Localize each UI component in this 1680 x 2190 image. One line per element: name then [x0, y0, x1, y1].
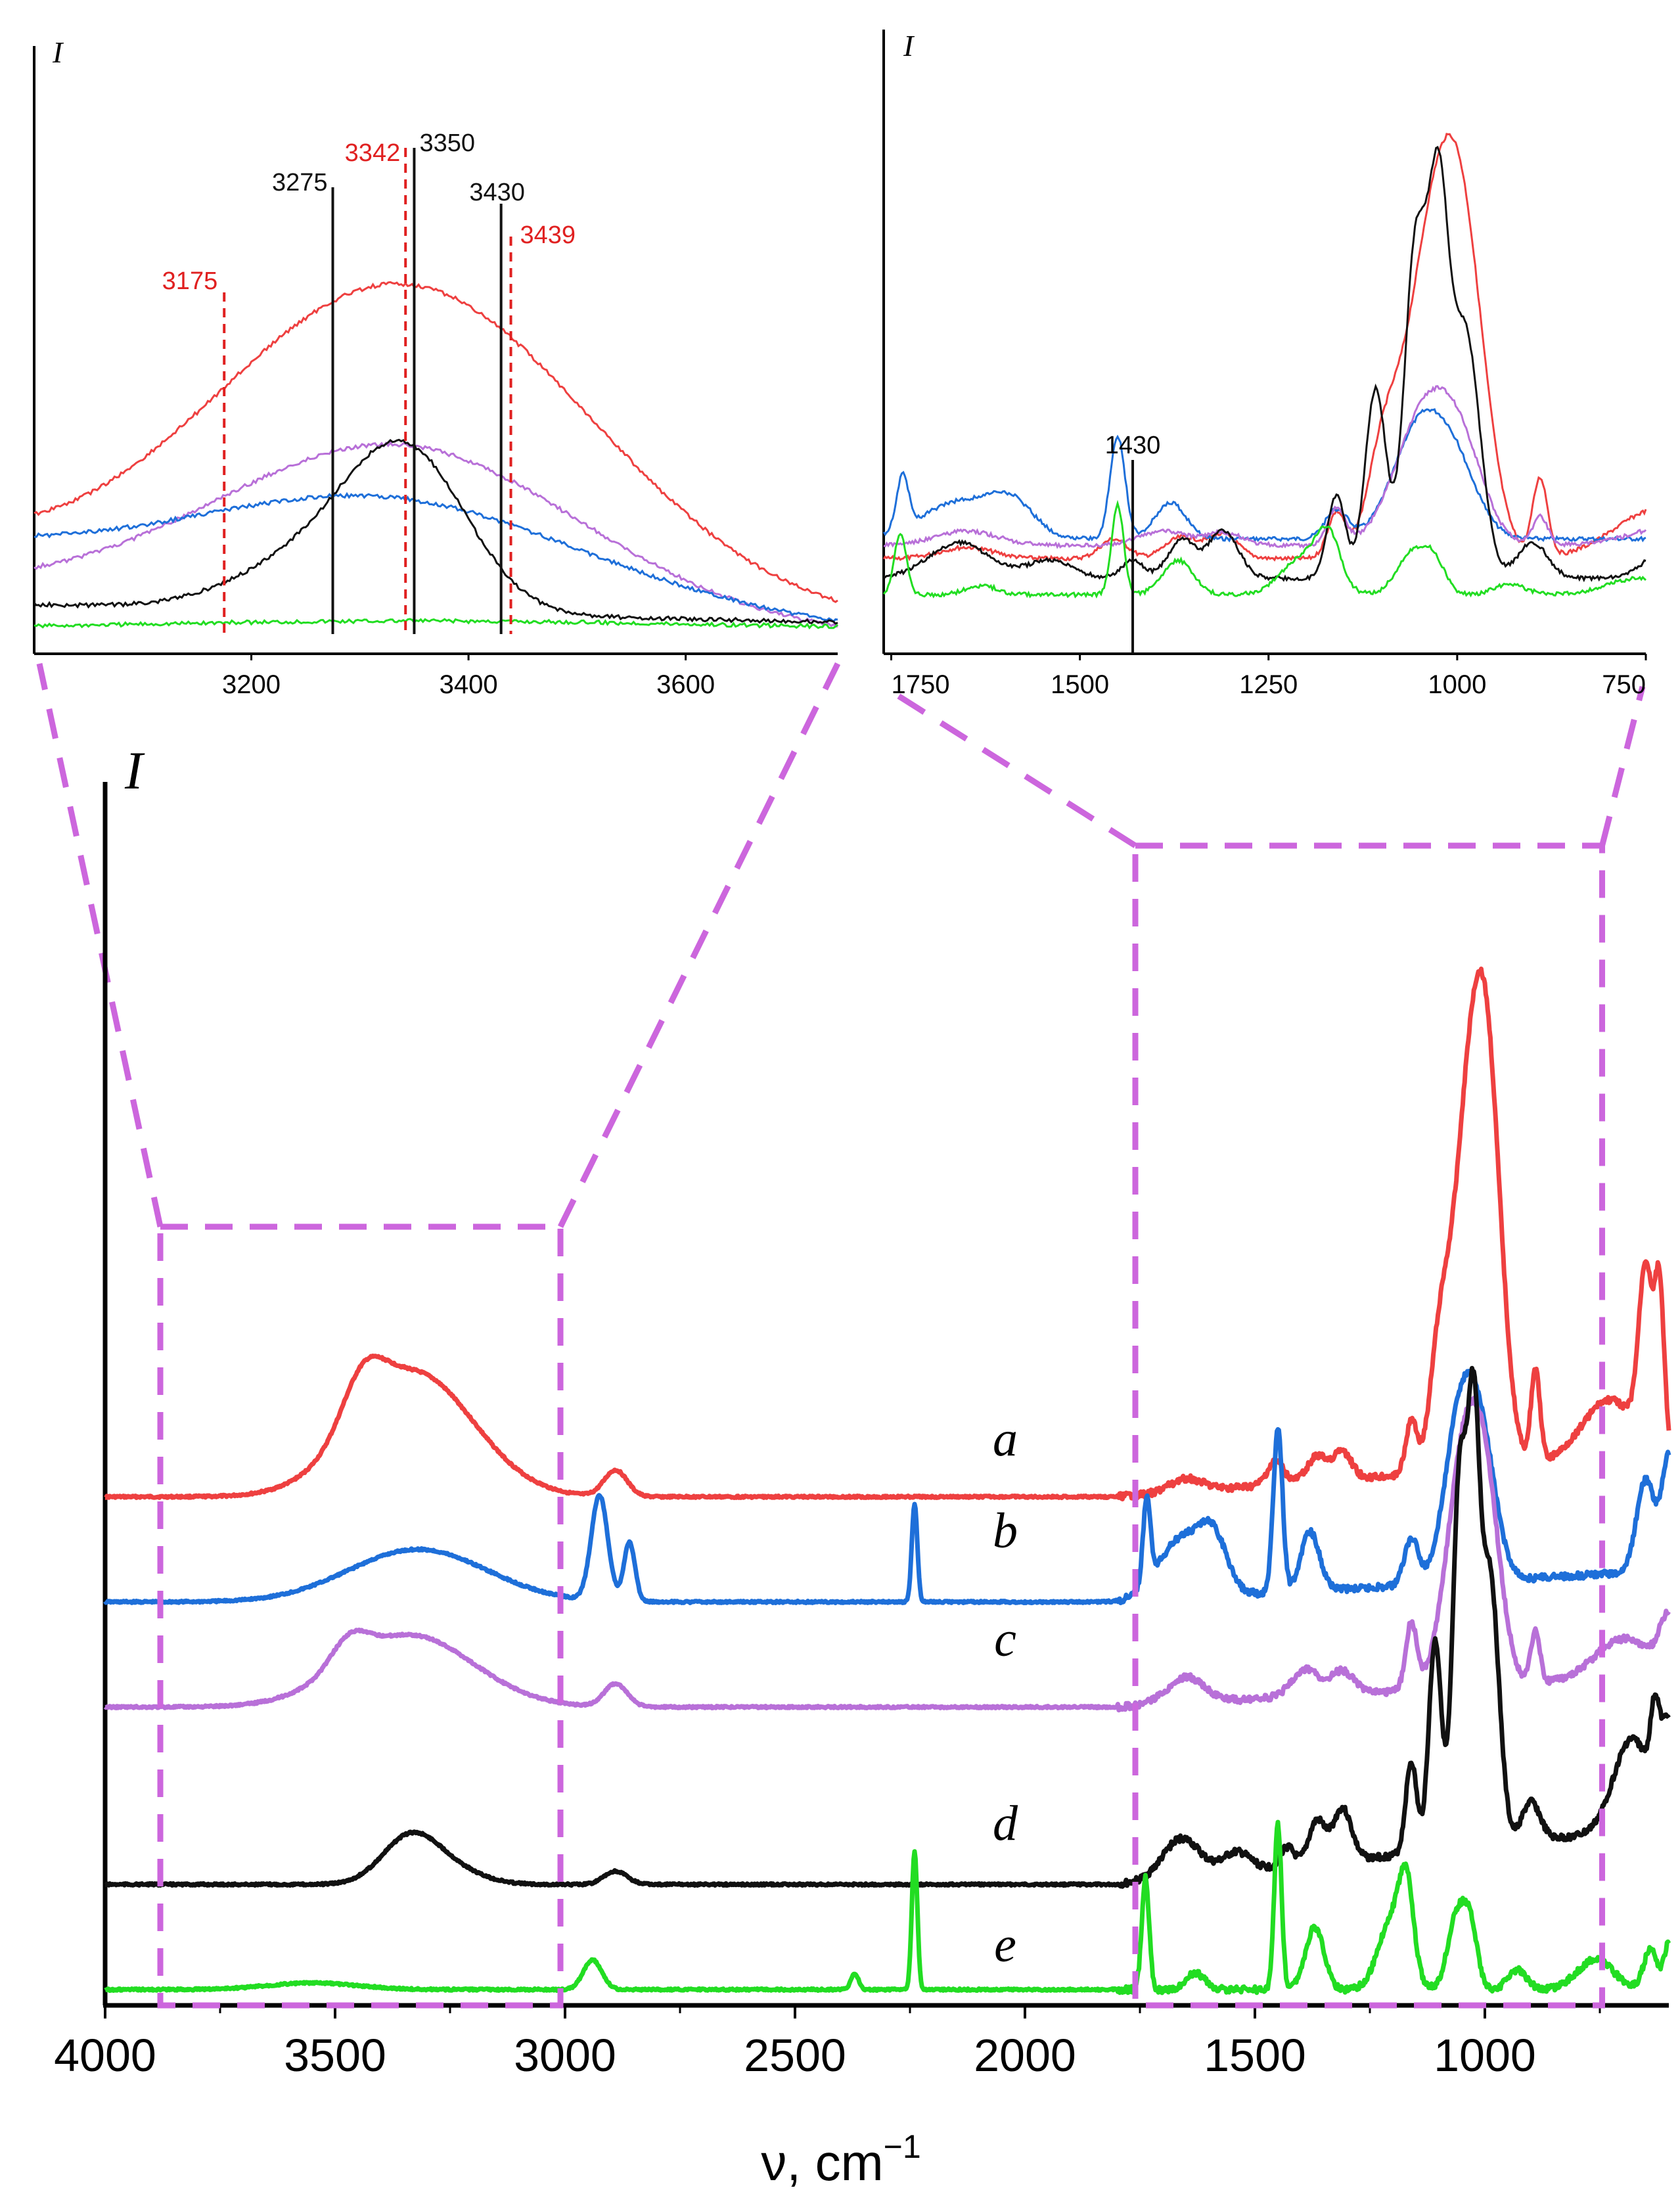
- main-y-axis-label: I: [124, 741, 145, 800]
- inset-fingerprint-x-tick-label: 1500: [1051, 670, 1109, 699]
- peak-marker-label-3350: 3350: [419, 129, 475, 157]
- inset-fingerprint-series-b-line: [882, 408, 1646, 543]
- curve-label-e: e: [994, 1917, 1016, 1973]
- main-zoom-boxes: [157, 842, 1605, 2009]
- main-series-b-line: [103, 1369, 1671, 1605]
- zoom-connector-line: [1599, 685, 1646, 847]
- inset-fingerprint-x-ticks: 1750 1500 1250 1000 750: [890, 654, 1647, 699]
- main-x-tick-label: 1000: [1434, 2030, 1536, 2081]
- inset-fingerprint-x-tick-label: 1750: [891, 670, 949, 699]
- main-series-group: [103, 967, 1671, 1996]
- main-series-d-line: [103, 1365, 1671, 1889]
- curve-label-d: d: [993, 1796, 1018, 1851]
- inset-oh-series-b-line: [34, 491, 838, 623]
- main-x-tick-label: 3500: [284, 2030, 386, 2081]
- inset-fingerprint-series-group: [882, 133, 1647, 599]
- inset-oh-series-d-line: [33, 438, 838, 625]
- main-x-tick-label: 2000: [974, 2030, 1076, 2081]
- inset-oh-series-e-line: [34, 618, 838, 630]
- peak-marker-label-3342: 3342: [345, 139, 401, 167]
- x-axis-label-superscript: −1: [884, 2128, 921, 2165]
- inset-fingerprint-series-a-line: [882, 133, 1647, 562]
- inset-fingerprint-x-tick-label: 1250: [1239, 670, 1298, 699]
- zoom-connector-line: [557, 662, 841, 1228]
- curve-label-c: c: [994, 1612, 1016, 1667]
- curve-label-a: a: [993, 1411, 1018, 1467]
- inset-fingerprint-series-e-line: [882, 499, 1646, 599]
- main-x-tick-label: 3000: [514, 2030, 616, 2081]
- x-axis-label-base: ν, cm: [761, 2133, 883, 2190]
- main-x-tick-label: 2500: [744, 2030, 846, 2081]
- inset-oh-region-plot: I 3200 3400 3600 3175 3275 3342 3350 3430 3439: [33, 35, 838, 699]
- inset-oh-peak-markers: 3175 3275 3342 3350 3430 3439: [162, 129, 576, 634]
- peak-marker-label-1430: 1430: [1105, 432, 1161, 459]
- main-x-axis-label: ν, cm−1: [761, 2128, 920, 2190]
- zoom-box-fingerprint-region: [1132, 842, 1605, 2009]
- inset-fingerprint-series-c-line: [883, 385, 1647, 549]
- inset-fingerprint-region-plot: I 1750 1500 1250 1000 750 1430: [882, 29, 1647, 699]
- main-curve-labels: abc d e: [993, 1411, 1018, 1973]
- peak-marker-label-3430: 3430: [469, 179, 525, 206]
- peak-marker-label-3275: 3275: [272, 169, 328, 196]
- inset-fingerprint-y-axis-label: I: [903, 29, 915, 62]
- inset-oh-x-tick-label: 3200: [222, 670, 281, 699]
- main-series-a-line: [103, 967, 1671, 1501]
- curve-label-b: b: [993, 1503, 1018, 1559]
- inset-oh-series-group: [33, 281, 838, 630]
- inset-fingerprint-peak-markers: 1430: [1105, 432, 1161, 654]
- zoom-connectors: [36, 662, 1646, 1228]
- inset-oh-series-c-line: [34, 441, 838, 628]
- inset-oh-x-ticks: 3200 3400 3600: [222, 654, 715, 699]
- main-series-c-line: [103, 1396, 1671, 1713]
- main-x-ticks: 4000 3500 3000 2500 2000 1500 1000: [54, 2005, 1601, 2081]
- inset-fingerprint-x-tick-label: 1000: [1428, 670, 1486, 699]
- inset-fingerprint-x-tick-label: 750: [1602, 670, 1646, 699]
- zoom-connector-line: [882, 684, 1137, 848]
- main-x-tick-label: 1500: [1204, 2030, 1306, 2081]
- main-x-tick-label: 4000: [54, 2030, 156, 2081]
- inset-fingerprint-series-d-line: [882, 145, 1646, 583]
- peak-marker-label-3439: 3439: [520, 221, 576, 249]
- peak-marker-label-3175: 3175: [162, 267, 218, 295]
- inset-oh-x-tick-label: 3400: [440, 670, 498, 699]
- main-spectrum-plot: I 4000 3500 3000 2500 2000 1500 1000 abc d e ν, …: [54, 741, 1671, 2190]
- inset-oh-series-a-line: [34, 281, 838, 603]
- inset-oh-x-tick-label: 3600: [656, 670, 715, 699]
- zoom-box-oh-region: [157, 1223, 564, 2009]
- main-series-e-line: [103, 1819, 1671, 1996]
- inset-oh-y-axis-label: I: [52, 35, 64, 69]
